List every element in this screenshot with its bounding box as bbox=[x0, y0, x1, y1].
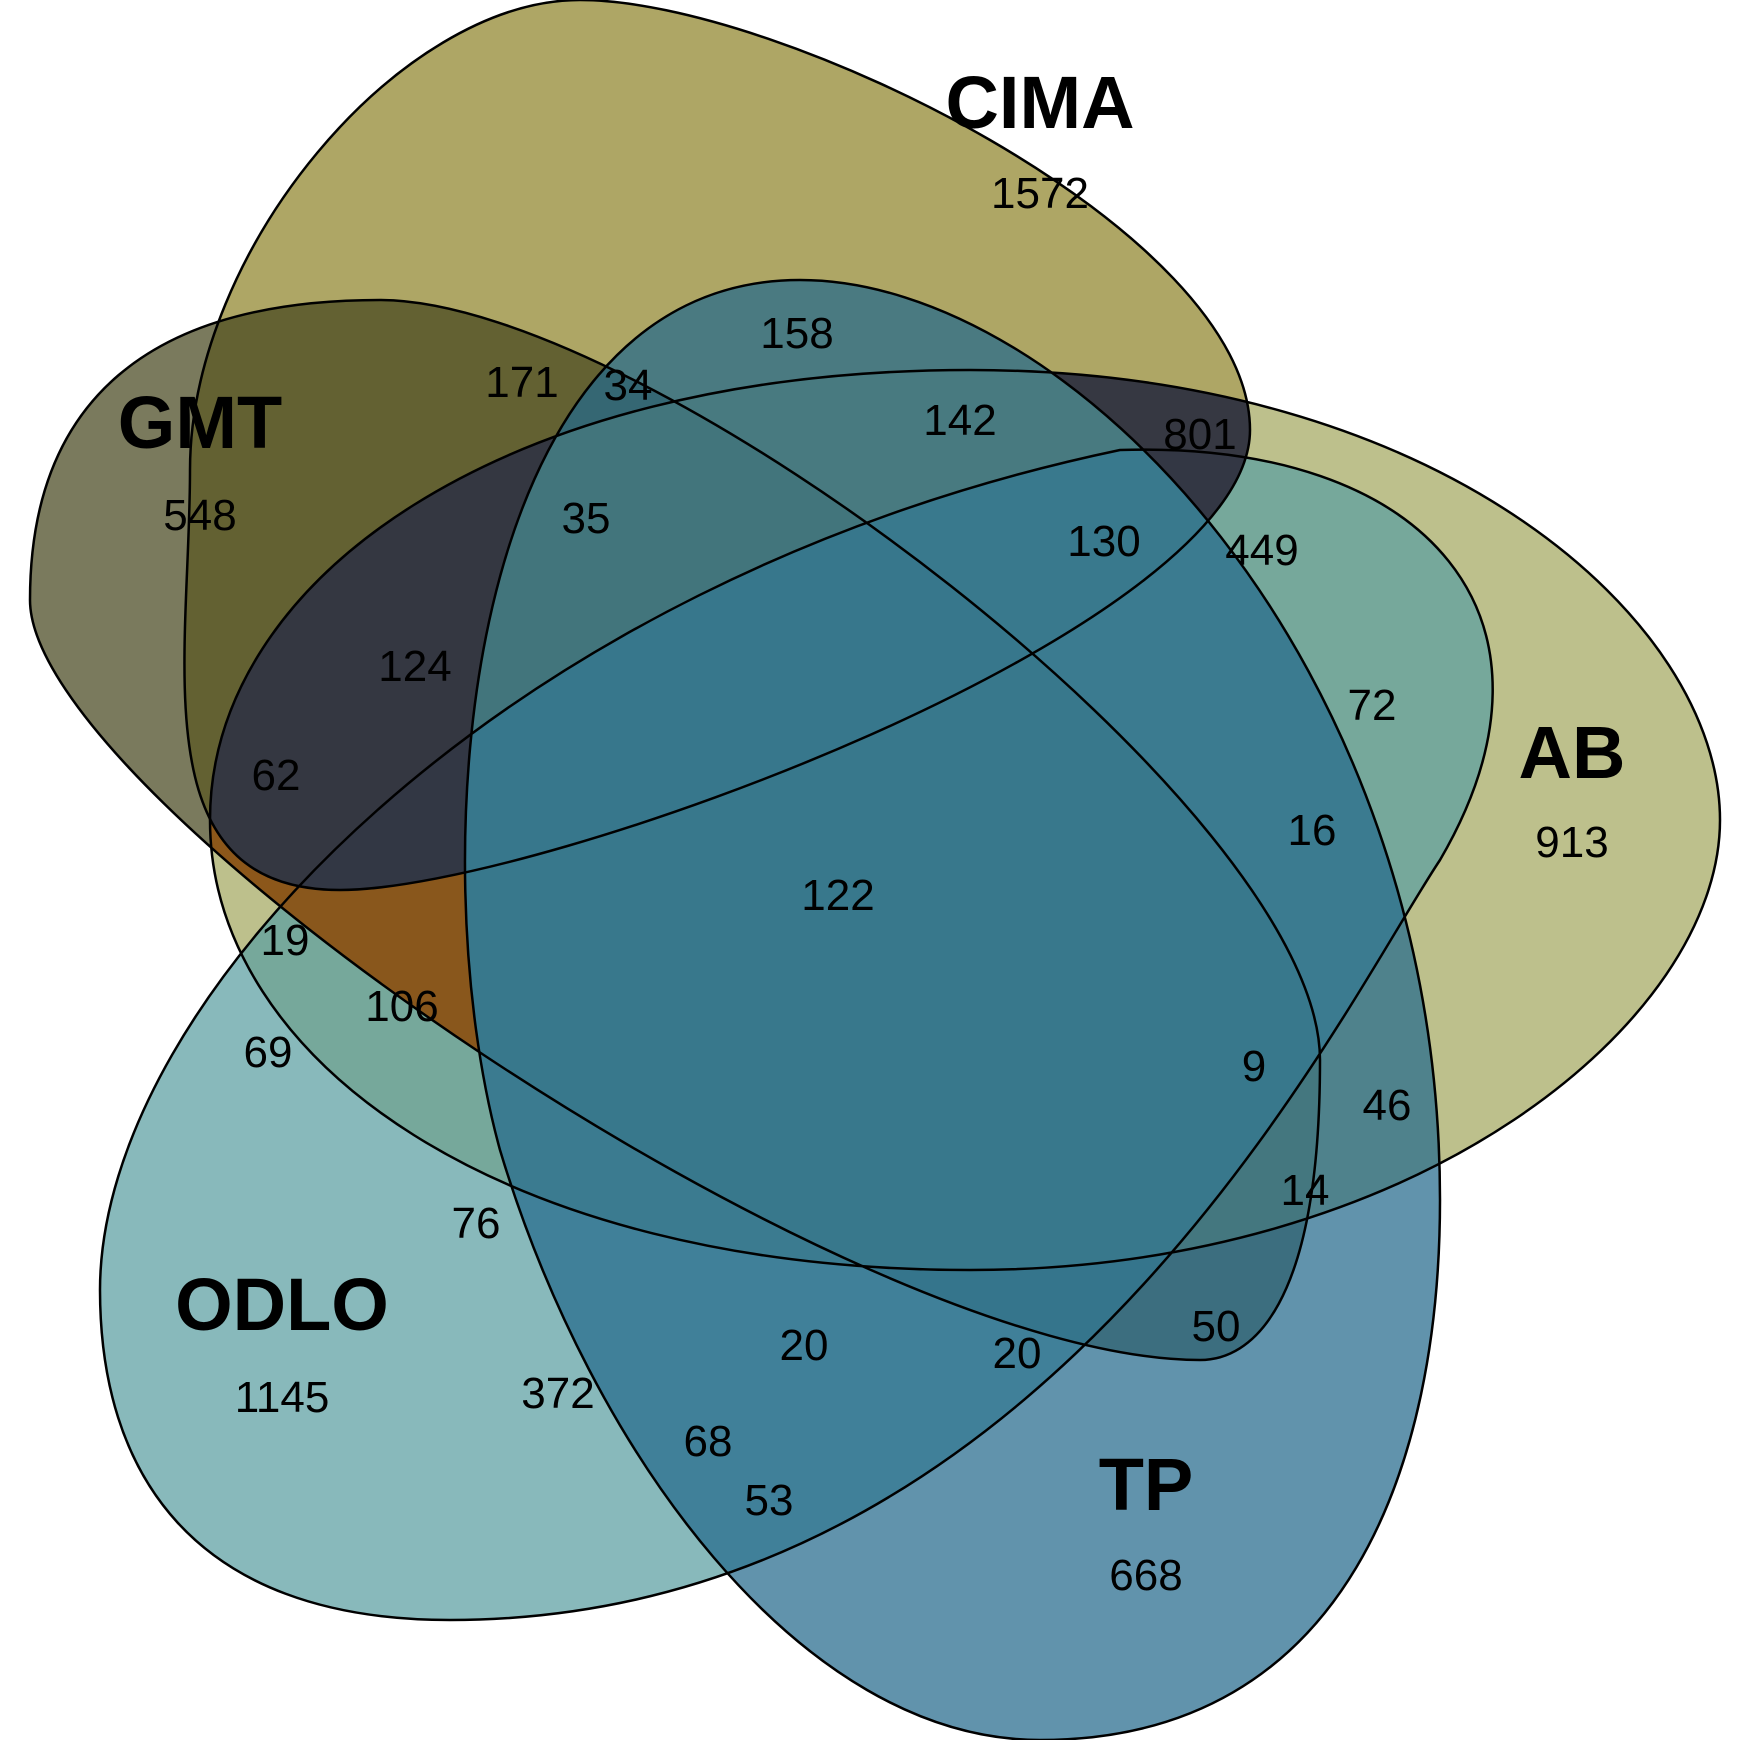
region-count: 449 bbox=[1225, 526, 1298, 575]
odlo-title: ODLO bbox=[175, 1263, 389, 1346]
region-count: 9 bbox=[1242, 1042, 1266, 1091]
region-count: 20 bbox=[993, 1329, 1042, 1378]
region-count: 53 bbox=[745, 1476, 794, 1525]
region-count: 72 bbox=[1348, 681, 1397, 730]
region-count: 76 bbox=[452, 1199, 501, 1248]
region-count: 46 bbox=[1363, 1081, 1412, 1130]
region-count: 35 bbox=[562, 494, 611, 543]
region-count: 124 bbox=[378, 642, 451, 691]
region-count: 122 bbox=[801, 871, 874, 920]
region-count: 19 bbox=[261, 916, 310, 965]
region-count: 171 bbox=[485, 358, 558, 407]
ab-title: AB bbox=[1519, 711, 1626, 794]
gmt-title: GMT bbox=[118, 381, 282, 464]
region-count: 16 bbox=[1288, 806, 1337, 855]
region-count: 62 bbox=[252, 751, 301, 800]
ab-unique-count: 913 bbox=[1535, 818, 1608, 867]
odlo-unique-count: 1145 bbox=[235, 1373, 330, 1422]
gmt-unique-count: 548 bbox=[163, 491, 236, 540]
region-count: 158 bbox=[760, 309, 833, 358]
tp-title: TP bbox=[1099, 1443, 1194, 1526]
region-count: 130 bbox=[1067, 517, 1140, 566]
set-labels: CIMA 1572 GMT 548 AB 913 ODLO 1145 TP 66… bbox=[118, 61, 1626, 1600]
region-count: 14 bbox=[1281, 1166, 1330, 1215]
region-count: 34 bbox=[604, 361, 653, 410]
region-count: 142 bbox=[923, 396, 996, 445]
region-count: 801 bbox=[1163, 410, 1236, 459]
region-count: 68 bbox=[684, 1417, 733, 1466]
region-count: 20 bbox=[780, 1321, 829, 1370]
cima-unique-count: 1572 bbox=[991, 169, 1089, 218]
region-count: 50 bbox=[1192, 1302, 1241, 1351]
cima-title: CIMA bbox=[945, 61, 1134, 144]
region-count: 372 bbox=[521, 1369, 594, 1418]
region-count: 106 bbox=[365, 982, 438, 1031]
tp-unique-count: 668 bbox=[1109, 1551, 1182, 1600]
region-count: 69 bbox=[244, 1028, 293, 1077]
overlap-counts: 171 34 158 142 801 35 130 449 124 72 62 … bbox=[244, 309, 1412, 1525]
